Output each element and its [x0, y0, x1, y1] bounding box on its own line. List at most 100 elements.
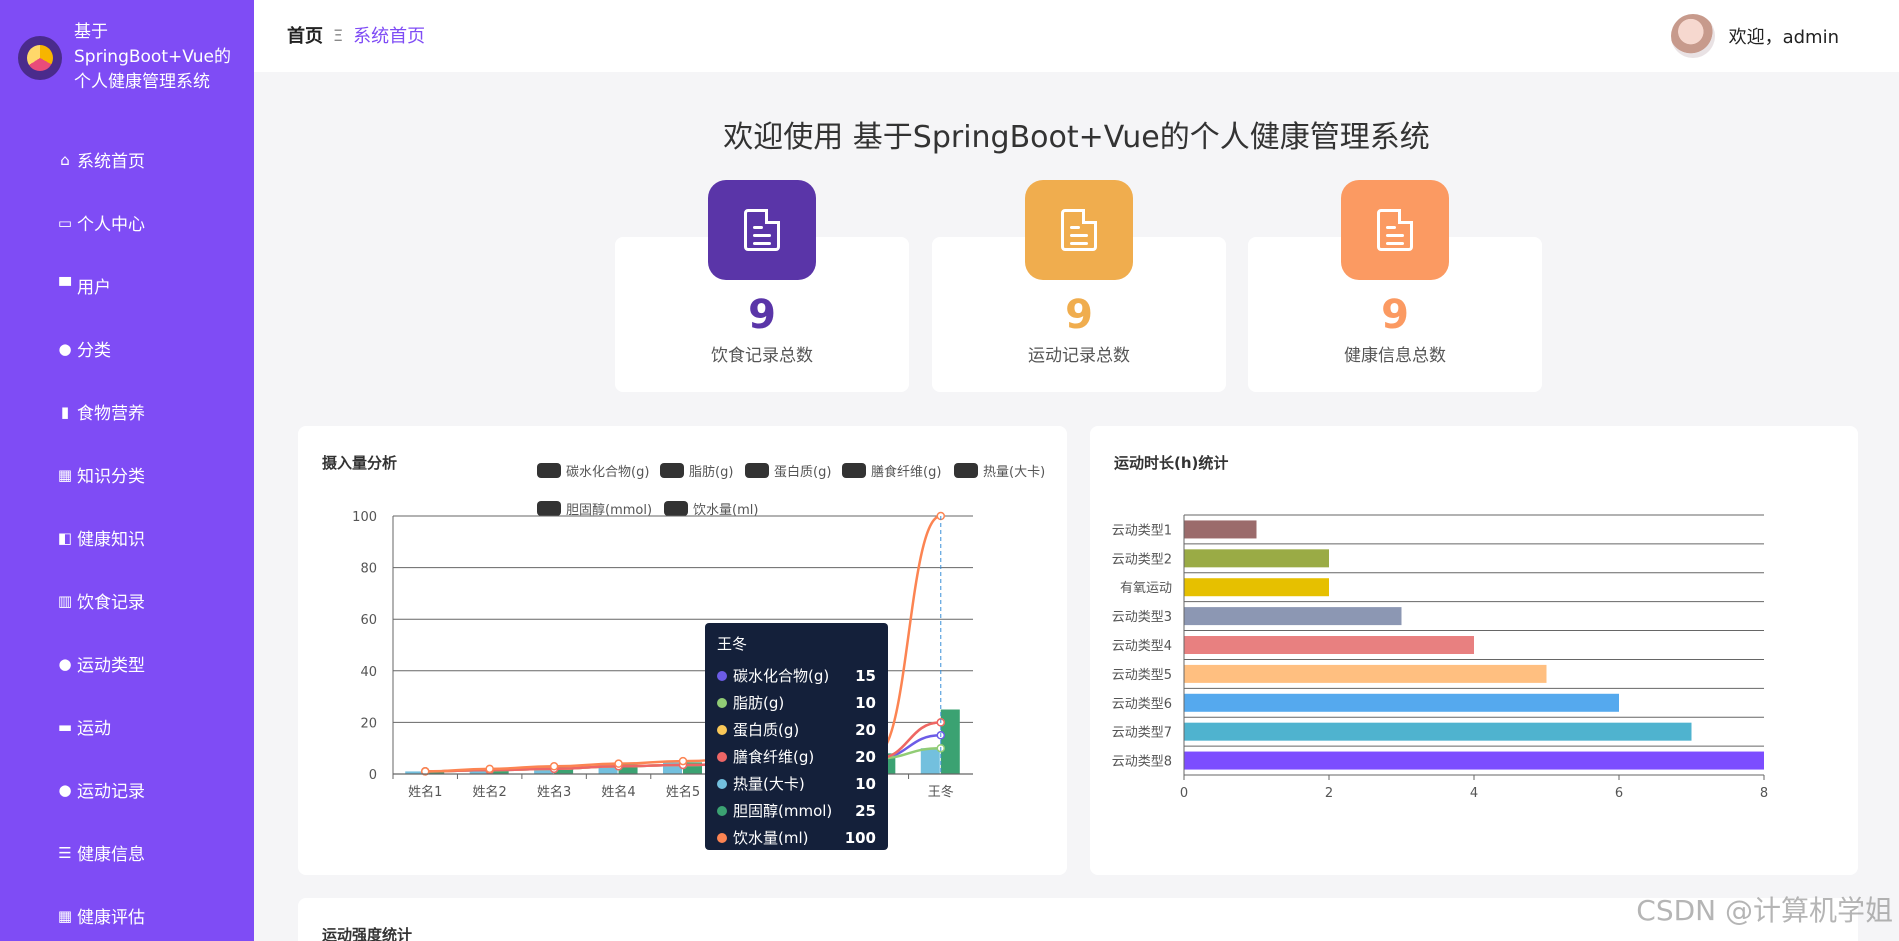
sidebar-item-9[interactable]: ▬ 运动 — [0, 695, 254, 758]
sidebar-item-3[interactable]: ● 分类 — [0, 317, 254, 380]
tooltip-dot — [717, 670, 727, 681]
stat-label: 饮食记录总数 — [711, 346, 813, 366]
stat-value: 9 — [1065, 292, 1093, 338]
legend-swatch — [745, 463, 769, 478]
legend-item[interactable]: 热量(大卡) — [954, 461, 1045, 480]
sidebar-item-label: 运动记录 — [77, 782, 145, 802]
sidebar-item-10[interactable]: ● 运动记录 — [0, 758, 254, 821]
breadcrumb-current[interactable]: 系统首页 — [353, 26, 426, 47]
chart-tooltip: 王冬 碳水化合物(g) 15 脂肪(g) 10 蛋白质(g) 20 膳食纤维(g) 20 热量(… — [705, 623, 888, 850]
legend-item[interactable]: 脂肪(g) — [660, 461, 733, 480]
legend-item[interactable]: 胆固醇(mmol) — [537, 499, 652, 518]
sidebar-item-1[interactable]: ▭ 个人中心 — [0, 191, 254, 254]
sidebar-item-5[interactable]: ▦ 知识分类 — [0, 443, 254, 506]
sidebar-item-4[interactable]: ▮ 食物营养 — [0, 380, 254, 443]
tooltip-series-value: 25 — [855, 801, 876, 820]
breadcrumb-home[interactable]: 首页 — [287, 26, 323, 47]
monitor-icon: ▀ — [59, 276, 71, 295]
sidebar-item-7[interactable]: ▥ 饮食记录 — [0, 569, 254, 632]
legend-swatch — [537, 463, 561, 478]
ticket-icon: ▬ — [57, 717, 73, 736]
legend-label: 碳水化合物(g) — [566, 465, 650, 480]
tooltip-dot — [717, 778, 727, 789]
sidebar-item-6[interactable]: ◧ 健康知识 — [0, 506, 254, 569]
tooltip-dot — [717, 724, 727, 735]
tooltip-series-value: 20 — [855, 747, 876, 766]
sidebar-item-label: 分类 — [77, 341, 111, 361]
stat-card-health: 9 健康信息总数 — [1248, 180, 1542, 392]
stat-label: 健康信息总数 — [1344, 346, 1446, 366]
list-icon: ☰ — [58, 843, 72, 862]
tooltip-dot — [717, 832, 727, 843]
app-title: 基于SpringBoot+Vue的个人健康管理系统 — [74, 22, 231, 92]
legend-label: 热量(大卡) — [983, 465, 1046, 480]
duration-chart-card: 运动时长(h)统计 — [1090, 426, 1858, 875]
document-icon — [1025, 180, 1133, 280]
sidebar-item-label: 饮食记录 — [77, 593, 145, 613]
sidebar-item-label: 运动类型 — [77, 656, 145, 676]
sidebar-item-2[interactable]: ▀ 用户 — [0, 254, 254, 317]
legend-item[interactable]: 碳水化合物(g) — [537, 461, 649, 480]
sidebar-item-label: 健康评估 — [77, 908, 145, 928]
stat-label: 运动记录总数 — [1028, 346, 1130, 366]
sidebar-item-11[interactable]: ☰ 健康信息 — [0, 821, 254, 884]
sidebar-nav: ⌂ 系统首页 ▭ 个人中心 ▀ 用户 ● 分类 ▮ 食物营养 ▦ 知识分类 ◧ 健康知识 ▥ 饮食记录 ● 运动类… — [0, 128, 254, 941]
stat-card-diet: 9 饮食记录总数 — [615, 180, 909, 392]
legend-swatch — [954, 463, 978, 478]
home-icon: ⌂ — [60, 150, 70, 169]
legend-swatch — [537, 501, 561, 516]
legend-swatch — [660, 463, 684, 478]
tooltip-series-name: 胆固醇(mmol) — [733, 802, 833, 820]
legend-item[interactable]: 饮水量(ml) — [664, 499, 758, 518]
breadcrumb-separator-icon: Ξ — [333, 25, 344, 45]
thumb-icon: ◧ — [57, 528, 73, 547]
avatar[interactable] — [1670, 14, 1715, 58]
tooltip-row: 膳食纤维(g) 20 — [717, 743, 876, 770]
legend-swatch — [664, 501, 688, 516]
tooltip-series-value: 20 — [855, 720, 876, 739]
tooltip-series-name: 膳食纤维(g) — [733, 748, 815, 766]
id-card-icon: ▭ — [57, 213, 73, 232]
sidebar-item-0[interactable]: ⌂ 系统首页 — [0, 128, 254, 191]
tooltip-series-value: 10 — [855, 774, 876, 793]
legend-swatch — [842, 463, 866, 478]
tooltip-series-name: 蛋白质(g) — [733, 721, 800, 739]
legend-label: 胆固醇(mmol) — [566, 503, 653, 518]
tooltip-title: 王冬 — [717, 635, 748, 653]
sidebar-item-label: 知识分类 — [77, 467, 145, 487]
legend-item[interactable]: 膳食纤维(g) — [842, 461, 941, 480]
stat-value: 9 — [1381, 292, 1409, 338]
legend-label: 膳食纤维(g) — [871, 465, 942, 480]
tooltip-series-value: 15 — [855, 666, 876, 685]
sidebar-item-label: 个人中心 — [77, 215, 145, 235]
sidebar-item-label: 用户 — [77, 278, 111, 298]
legend-item[interactable]: 蛋白质(g) — [745, 461, 831, 480]
user-menu[interactable]: 欢迎，admin — [1670, 14, 1839, 58]
column-chart-icon: ▥ — [57, 591, 73, 610]
chart-title: 运动强度统计 — [322, 926, 413, 941]
sidebar-item-8[interactable]: ● 运动类型 — [0, 632, 254, 695]
document-icon — [1341, 180, 1449, 280]
sidebar-item-label: 系统首页 — [77, 152, 145, 172]
person-icon: ● — [58, 780, 72, 799]
tooltip-series-name: 热量(大卡) — [733, 775, 805, 793]
welcome-user-text: 欢迎，admin — [1728, 27, 1839, 48]
sidebar: 基于SpringBoot+Vue的个人健康管理系统 ⌂ 系统首页 ▭ 个人中心 ▀ 用户 ●… — [0, 0, 254, 941]
legend-label: 饮水量(ml) — [693, 503, 759, 518]
sidebar-item-label: 运动 — [77, 719, 111, 739]
watermark: CSDN @计算机学姐 — [1636, 894, 1893, 927]
tooltip-series-name: 碳水化合物(g) — [733, 667, 830, 685]
chart-title: 运动时长(h)统计 — [1114, 454, 1229, 472]
tooltip-series-name: 脂肪(g) — [733, 694, 785, 712]
tooltip-series-name: 饮水量(ml) — [733, 829, 809, 847]
app-logo — [18, 36, 62, 80]
tooltip-dot — [717, 805, 727, 816]
stat-value: 9 — [748, 292, 776, 338]
sidebar-item-label: 食物营养 — [77, 404, 145, 424]
grid-icon: ▦ — [57, 465, 73, 484]
intensity-chart-card: 运动强度统计 — [298, 898, 1858, 941]
chart-title: 摄入量分析 — [322, 454, 398, 472]
tooltip-series-value: 10 — [855, 693, 876, 712]
sidebar-item-12[interactable]: ▦ 健康评估 — [0, 884, 254, 941]
bar-chart-icon: ▮ — [60, 402, 70, 421]
